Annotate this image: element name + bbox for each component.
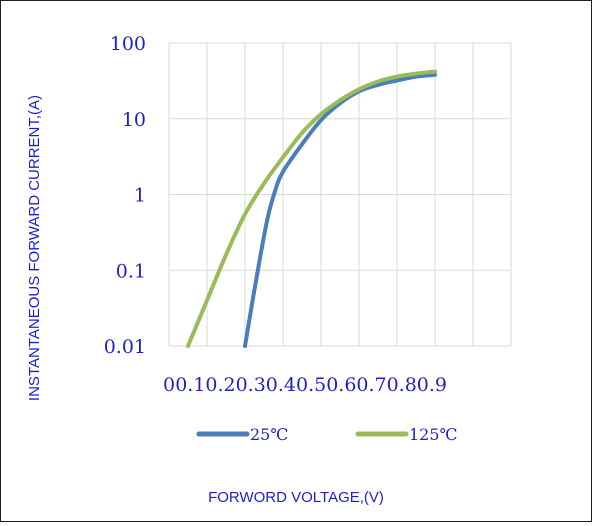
y-tick-labels: 0.01 0.1 1 10 100 xyxy=(104,33,146,358)
grid-lines xyxy=(168,42,512,347)
y-tick-label: 10 xyxy=(122,109,146,131)
x-tick-label: 0 xyxy=(163,374,175,396)
x-tick-label: 0.1 xyxy=(175,374,205,396)
x-tick-label: 0.3 xyxy=(236,374,266,396)
x-tick-label: 0.7 xyxy=(356,374,386,396)
legend-label-125c: 125℃ xyxy=(409,425,457,444)
y-tick-label: 1 xyxy=(134,185,146,207)
x-tick-labels: 0 0.1 0.2 0.3 0.4 0.5 0.6 0.7 0.8 0.9 xyxy=(163,374,447,396)
series-lines xyxy=(186,69,437,348)
x-tick-label: 0.6 xyxy=(326,374,356,396)
y-tick-label: 0.1 xyxy=(116,260,146,282)
x-tick-label: 0.9 xyxy=(417,374,447,396)
x-axis-title: FORWORD VOLTAGE,(V) xyxy=(208,489,384,506)
x-tick-label: 0.4 xyxy=(266,374,296,396)
legend: 25℃ 125℃ xyxy=(196,425,457,444)
legend-label-25c: 25℃ xyxy=(250,425,288,444)
x-tick-label: 0.5 xyxy=(296,374,326,396)
x-tick-label: 0.2 xyxy=(205,374,235,396)
y-axis-title: INSTANTANEOUS FORWARD CURRENT,(A) xyxy=(26,95,43,401)
series-line-0 xyxy=(243,72,437,348)
x-tick-label: 0.8 xyxy=(387,374,417,396)
series-line-1 xyxy=(186,69,437,348)
y-tick-label: 100 xyxy=(110,33,146,55)
y-tick-label: 0.01 xyxy=(104,336,146,358)
